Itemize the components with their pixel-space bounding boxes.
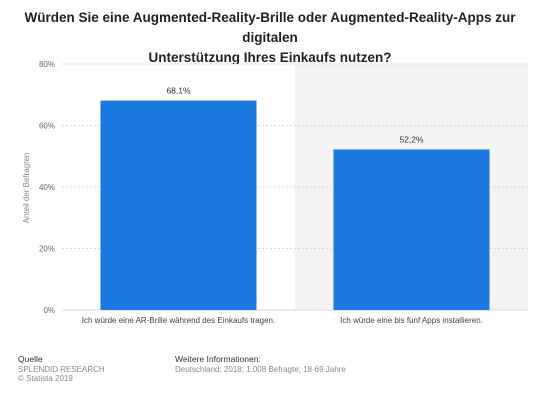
y-tick-label: 20% — [39, 245, 55, 254]
source-heading: Quelle — [18, 354, 43, 364]
bar-2 — [333, 149, 490, 310]
y-axis-label: Anteil der Befragten — [22, 153, 31, 224]
chart-title-line-1: Würden Sie eine Augmented-Reality-Brille… — [24, 10, 516, 45]
x-category-label: Ich würde eine AR-Brille während des Ein… — [82, 316, 275, 325]
chart-title: Würden Sie eine Augmented-Reality-Brille… — [0, 8, 540, 68]
bar-1 — [100, 100, 257, 310]
info-line-1: Deutschland; 2018; 1.008 Befragte; 18-69… — [175, 364, 346, 374]
y-tick-label: 80% — [39, 60, 55, 69]
source-line-2: © Statista 2019 — [18, 374, 73, 383]
source-line-1: SPLENDID RESEARCH — [18, 364, 105, 374]
y-tick-label: 0% — [43, 306, 55, 315]
source-block: Quelle SPLENDID RESEARCH © Statista 2019 — [18, 354, 105, 384]
bar-value-label: 68,1% — [166, 86, 191, 96]
info-block: Weitere Informationen: Deutschland; 2018… — [175, 354, 346, 374]
bar-chart: 0% 20% 40% 60% 80% 68,1% 52,2% Ich würde eine… — [22, 60, 528, 325]
x-category-label: Ich würde eine bis fünf Apps installiere… — [340, 316, 483, 325]
y-tick-label: 60% — [39, 122, 55, 131]
bar-value-label: 52,2% — [399, 134, 424, 144]
chart-title-line-2: Unterstützung Ihres Einkaufs nutzen? — [148, 50, 392, 65]
info-heading: Weitere Informationen: — [175, 354, 261, 364]
y-tick-label: 40% — [39, 183, 55, 192]
